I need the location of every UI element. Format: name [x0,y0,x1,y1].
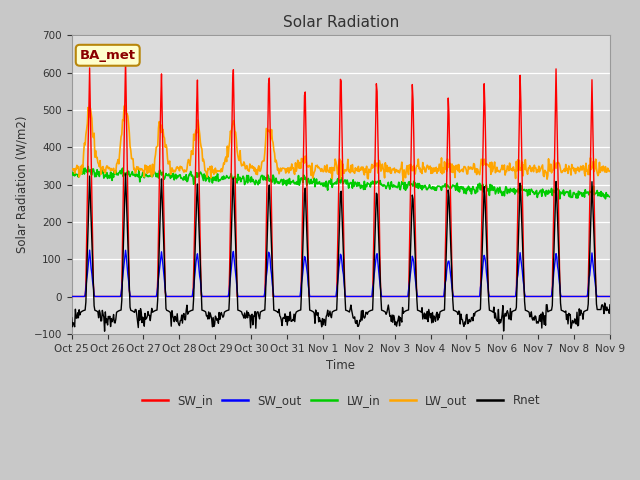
Line: SW_in: SW_in [72,59,610,297]
Line: LW_in: LW_in [72,167,610,199]
LW_in [134,172,141,178]
Rnet [606,302,614,308]
Rnet [77,309,85,314]
LW_in [77,169,85,175]
LW_in [68,170,76,176]
Legend: SW_in, SW_out, LW_in, LW_out, Rnet: SW_in, SW_out, LW_in, LW_out, Rnet [137,389,545,411]
SW_out [217,294,225,300]
SW_in [77,294,85,300]
SW_in [68,294,76,300]
SW_in [122,56,129,61]
LW_out [399,179,407,184]
Rnet [424,309,431,314]
SW_out [77,294,85,300]
LW_out [68,166,76,172]
Rnet [408,216,415,221]
Title: Solar Radiation: Solar Radiation [283,15,399,30]
SW_in [188,294,196,300]
Line: LW_out: LW_out [72,105,610,181]
Text: BA_met: BA_met [80,49,136,62]
SW_in [134,294,141,300]
Rnet [100,328,108,334]
LW_out [121,102,129,108]
LW_in [422,187,430,192]
X-axis label: Time: Time [326,359,355,372]
LW_out [606,168,614,174]
LW_out [188,150,196,156]
SW_out [134,294,141,300]
LW_in [217,177,225,182]
LW_in [84,164,92,169]
LW_out [408,168,415,173]
SW_in [217,294,225,300]
Rnet [122,171,129,177]
SW_in [422,294,430,300]
Line: SW_out: SW_out [72,250,610,297]
Rnet [189,307,196,313]
SW_out [407,268,415,274]
SW_out [86,247,93,253]
SW_in [407,170,415,176]
LW_out [134,166,141,172]
SW_out [188,294,196,300]
SW_out [68,294,76,300]
LW_in [606,194,614,200]
Line: Rnet: Rnet [72,174,610,331]
Rnet [134,324,142,330]
LW_out [77,171,85,177]
LW_out [424,162,431,168]
Y-axis label: Solar Radiation (W/m2): Solar Radiation (W/m2) [15,116,28,253]
LW_out [217,169,225,175]
LW_in [407,181,415,187]
SW_in [606,294,614,300]
LW_in [188,172,196,178]
Rnet [68,315,76,321]
SW_out [422,294,430,300]
Rnet [218,310,225,315]
LW_in [556,196,564,202]
SW_out [606,294,614,300]
